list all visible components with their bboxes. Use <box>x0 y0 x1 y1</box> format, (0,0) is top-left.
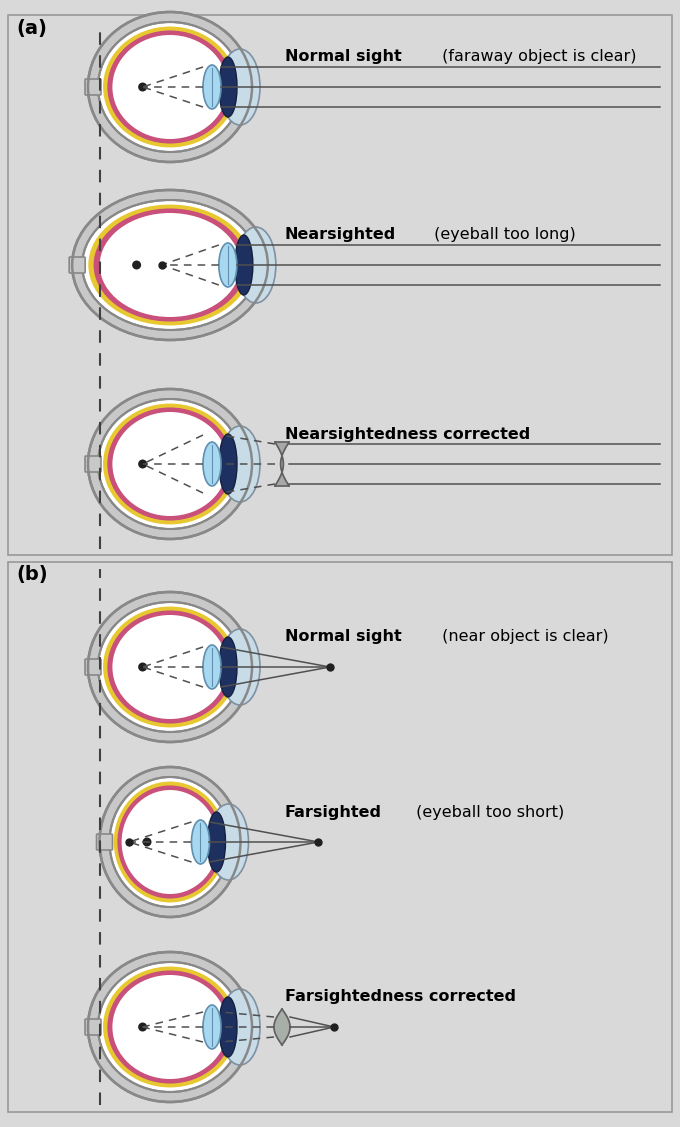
Ellipse shape <box>107 408 233 521</box>
Ellipse shape <box>219 434 237 494</box>
Ellipse shape <box>112 35 228 139</box>
Ellipse shape <box>112 975 228 1079</box>
Circle shape <box>138 460 147 469</box>
Ellipse shape <box>219 997 237 1057</box>
Ellipse shape <box>219 57 237 117</box>
Ellipse shape <box>72 190 268 340</box>
Circle shape <box>138 82 147 91</box>
Circle shape <box>143 837 152 846</box>
Ellipse shape <box>103 27 237 148</box>
FancyBboxPatch shape <box>69 257 85 273</box>
Ellipse shape <box>122 790 218 894</box>
Text: Farsighted: Farsighted <box>285 805 382 819</box>
Ellipse shape <box>219 243 237 287</box>
Text: Farsightedness corrected: Farsightedness corrected <box>285 990 516 1004</box>
Circle shape <box>138 663 147 672</box>
Ellipse shape <box>88 12 252 162</box>
Text: Normal sight: Normal sight <box>285 50 402 64</box>
Ellipse shape <box>107 611 233 724</box>
Ellipse shape <box>207 811 226 872</box>
FancyBboxPatch shape <box>85 1019 101 1035</box>
Ellipse shape <box>112 615 228 719</box>
Ellipse shape <box>220 426 260 502</box>
Ellipse shape <box>98 602 242 733</box>
Ellipse shape <box>98 23 242 152</box>
FancyBboxPatch shape <box>85 659 101 675</box>
Ellipse shape <box>88 952 252 1102</box>
Ellipse shape <box>114 781 226 903</box>
Circle shape <box>138 1022 147 1031</box>
FancyBboxPatch shape <box>8 562 672 1112</box>
Ellipse shape <box>203 645 221 689</box>
Text: Nearsighted: Nearsighted <box>285 228 396 242</box>
Ellipse shape <box>107 30 233 143</box>
Ellipse shape <box>203 65 221 109</box>
Ellipse shape <box>118 786 222 898</box>
Text: (b): (b) <box>16 565 48 584</box>
Polygon shape <box>275 442 289 486</box>
Text: (faraway object is clear): (faraway object is clear) <box>437 50 636 64</box>
Ellipse shape <box>88 592 252 742</box>
FancyBboxPatch shape <box>85 79 101 95</box>
Ellipse shape <box>235 236 253 295</box>
Ellipse shape <box>236 227 276 303</box>
Ellipse shape <box>203 442 221 486</box>
Ellipse shape <box>209 804 248 880</box>
Ellipse shape <box>103 967 237 1088</box>
Ellipse shape <box>98 962 242 1092</box>
FancyBboxPatch shape <box>97 834 112 850</box>
Ellipse shape <box>99 767 241 917</box>
FancyBboxPatch shape <box>85 456 101 472</box>
Text: (eyeball too long): (eyeball too long) <box>430 228 576 242</box>
Ellipse shape <box>100 213 240 317</box>
Text: Normal sight: Normal sight <box>285 630 402 645</box>
Text: (near object is clear): (near object is clear) <box>437 630 608 645</box>
Ellipse shape <box>88 389 252 539</box>
Ellipse shape <box>220 48 260 125</box>
Polygon shape <box>274 1009 290 1045</box>
Ellipse shape <box>220 629 260 706</box>
Ellipse shape <box>107 970 233 1083</box>
Text: (a): (a) <box>16 19 47 38</box>
Ellipse shape <box>103 403 237 524</box>
Ellipse shape <box>103 606 237 727</box>
Circle shape <box>132 260 141 269</box>
Ellipse shape <box>94 208 246 321</box>
Text: Nearsightedness corrected: Nearsightedness corrected <box>285 426 530 442</box>
Ellipse shape <box>192 820 209 864</box>
Ellipse shape <box>219 637 237 696</box>
Ellipse shape <box>112 412 228 516</box>
FancyBboxPatch shape <box>8 15 672 554</box>
Ellipse shape <box>82 199 258 330</box>
Ellipse shape <box>98 399 242 529</box>
Ellipse shape <box>220 990 260 1065</box>
Ellipse shape <box>203 1005 221 1049</box>
Ellipse shape <box>88 204 252 326</box>
Text: (eyeball too short): (eyeball too short) <box>411 805 564 819</box>
Ellipse shape <box>109 777 231 907</box>
